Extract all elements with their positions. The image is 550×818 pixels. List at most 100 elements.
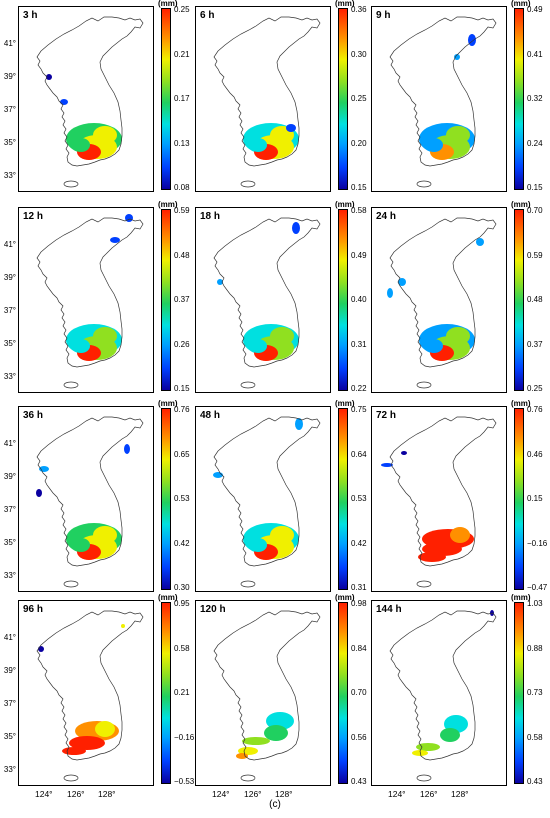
coastline [36, 16, 144, 167]
precipitation-area [36, 489, 42, 497]
colorbar-tick-label: 0.22 [351, 384, 367, 393]
coastline [213, 16, 321, 167]
jeju-island [63, 580, 79, 588]
latitude-tick-label: 35° [3, 339, 16, 348]
korea-map [213, 610, 321, 782]
jeju-island [63, 774, 79, 782]
precipitation-area [440, 728, 460, 742]
map-frame: 18 h [195, 207, 331, 393]
precipitation-area [238, 747, 258, 755]
precipitation-area [381, 463, 393, 467]
lead-time-label: 96 h [23, 604, 44, 615]
korea-map [36, 16, 144, 188]
latitude-tick-label: 39° [3, 472, 16, 481]
korea-map [389, 610, 497, 782]
precipitation-area [412, 750, 428, 756]
precipitation-area [236, 753, 248, 759]
lead-time-label: 72 h [376, 410, 397, 421]
colorbar [514, 209, 524, 391]
colorbar-tick-label: 0.56 [351, 732, 367, 742]
colorbar-tick-label: 0.20 [351, 138, 367, 148]
colorbar-unit: (mm) [511, 200, 531, 209]
precipitation-area [446, 126, 470, 144]
colorbar-tick-label: 0.30 [174, 583, 190, 592]
colorbar-unit: (mm) [335, 399, 355, 408]
precipitation-area [38, 646, 44, 652]
precipitation-area [62, 747, 86, 755]
precipitation-area [72, 339, 90, 353]
precipitation-area [93, 126, 117, 144]
colorbar-tick-label: 0.15 [351, 183, 367, 192]
korea-map [36, 610, 144, 782]
latitude-tick-label: 37° [3, 699, 16, 708]
colorbar [514, 602, 524, 784]
map-frame: 6 h [195, 6, 331, 192]
longitude-tick-label: 124° [35, 789, 53, 799]
colorbar-unit: (mm) [511, 399, 531, 408]
map-frame: 120 h [195, 600, 331, 786]
colorbar-tick-label: 0.43 [351, 777, 367, 786]
precipitation-area [401, 451, 407, 455]
korea-map [213, 416, 321, 588]
precipitation-area [242, 737, 270, 745]
colorbar-tick-label: 0.59 [527, 250, 543, 260]
map-frame: 144 h [371, 600, 507, 786]
latitude-tick-label: 37° [3, 105, 16, 114]
precipitation-area [286, 124, 296, 132]
precipitation-area [110, 237, 120, 243]
map-frame: 12 h [18, 207, 154, 393]
longitude-tick-label: 126° [244, 789, 262, 799]
colorbar-tick-label: 0.98 [351, 599, 367, 608]
jeju-island [240, 774, 256, 782]
precipitation-area [450, 527, 470, 543]
colorbar-tick-label: 0.08 [174, 183, 190, 192]
colorbar-tick-label: 0.15 [527, 494, 543, 503]
colorbar-tick-label: 0.76 [527, 405, 543, 414]
colorbar-tick-label: −0.53 [174, 777, 195, 786]
precipitation-area [468, 34, 476, 46]
latitude-tick-label: 41° [3, 240, 16, 249]
latitude-tick-label: 35° [3, 732, 16, 741]
longitude-tick-label: 124° [212, 789, 230, 799]
korea-map [36, 214, 144, 389]
precipitation-area [476, 238, 484, 246]
colorbar [161, 8, 171, 190]
colorbar-tick-label: 0.88 [527, 643, 543, 653]
lead-time-label: 12 h [23, 211, 44, 222]
colorbar-tick-label: 0.76 [174, 405, 190, 414]
lead-time-label: 18 h [200, 211, 221, 222]
latitude-tick-label: 35° [3, 138, 16, 147]
precipitation-area [249, 339, 267, 353]
colorbar [338, 408, 348, 590]
precipitation-area [121, 624, 125, 628]
colorbar [161, 602, 171, 784]
colorbar-tick-label: 0.15 [527, 183, 543, 192]
colorbar-tick-label: 0.15 [174, 384, 190, 393]
lead-time-label: 48 h [200, 410, 221, 421]
precipitation-area [270, 327, 294, 345]
map-frame: 24 h [371, 207, 507, 393]
precipitation-area [124, 444, 130, 454]
coastline [213, 217, 321, 368]
korea-map [389, 16, 497, 188]
colorbar-tick-label: −0.47 [527, 583, 548, 592]
colorbar-tick-label: 0.37 [174, 295, 190, 304]
precipitation-area [446, 327, 470, 345]
colorbar-tick-label: 0.17 [174, 94, 190, 103]
colorbar-tick-label: 0.84 [351, 643, 367, 653]
colorbar-tick-label: 0.32 [527, 94, 543, 103]
precipitation-area [69, 736, 105, 750]
colorbar-tick-label: 0.58 [527, 732, 543, 742]
colorbar-tick-label: 0.58 [351, 206, 367, 215]
latitude-tick-label: 33° [3, 571, 16, 580]
latitude-tick-label: 39° [3, 666, 16, 675]
colorbar-unit: (mm) [158, 399, 178, 408]
colorbar-tick-label: 0.49 [351, 250, 367, 260]
lead-time-label: 36 h [23, 410, 44, 421]
colorbar [338, 8, 348, 190]
lead-time-label: 120 h [200, 604, 226, 615]
longitude-tick-label: 126° [67, 789, 85, 799]
precipitation-area [60, 99, 68, 105]
map-frame: 96 h [18, 600, 154, 786]
colorbar-tick-label: 0.26 [174, 339, 190, 349]
